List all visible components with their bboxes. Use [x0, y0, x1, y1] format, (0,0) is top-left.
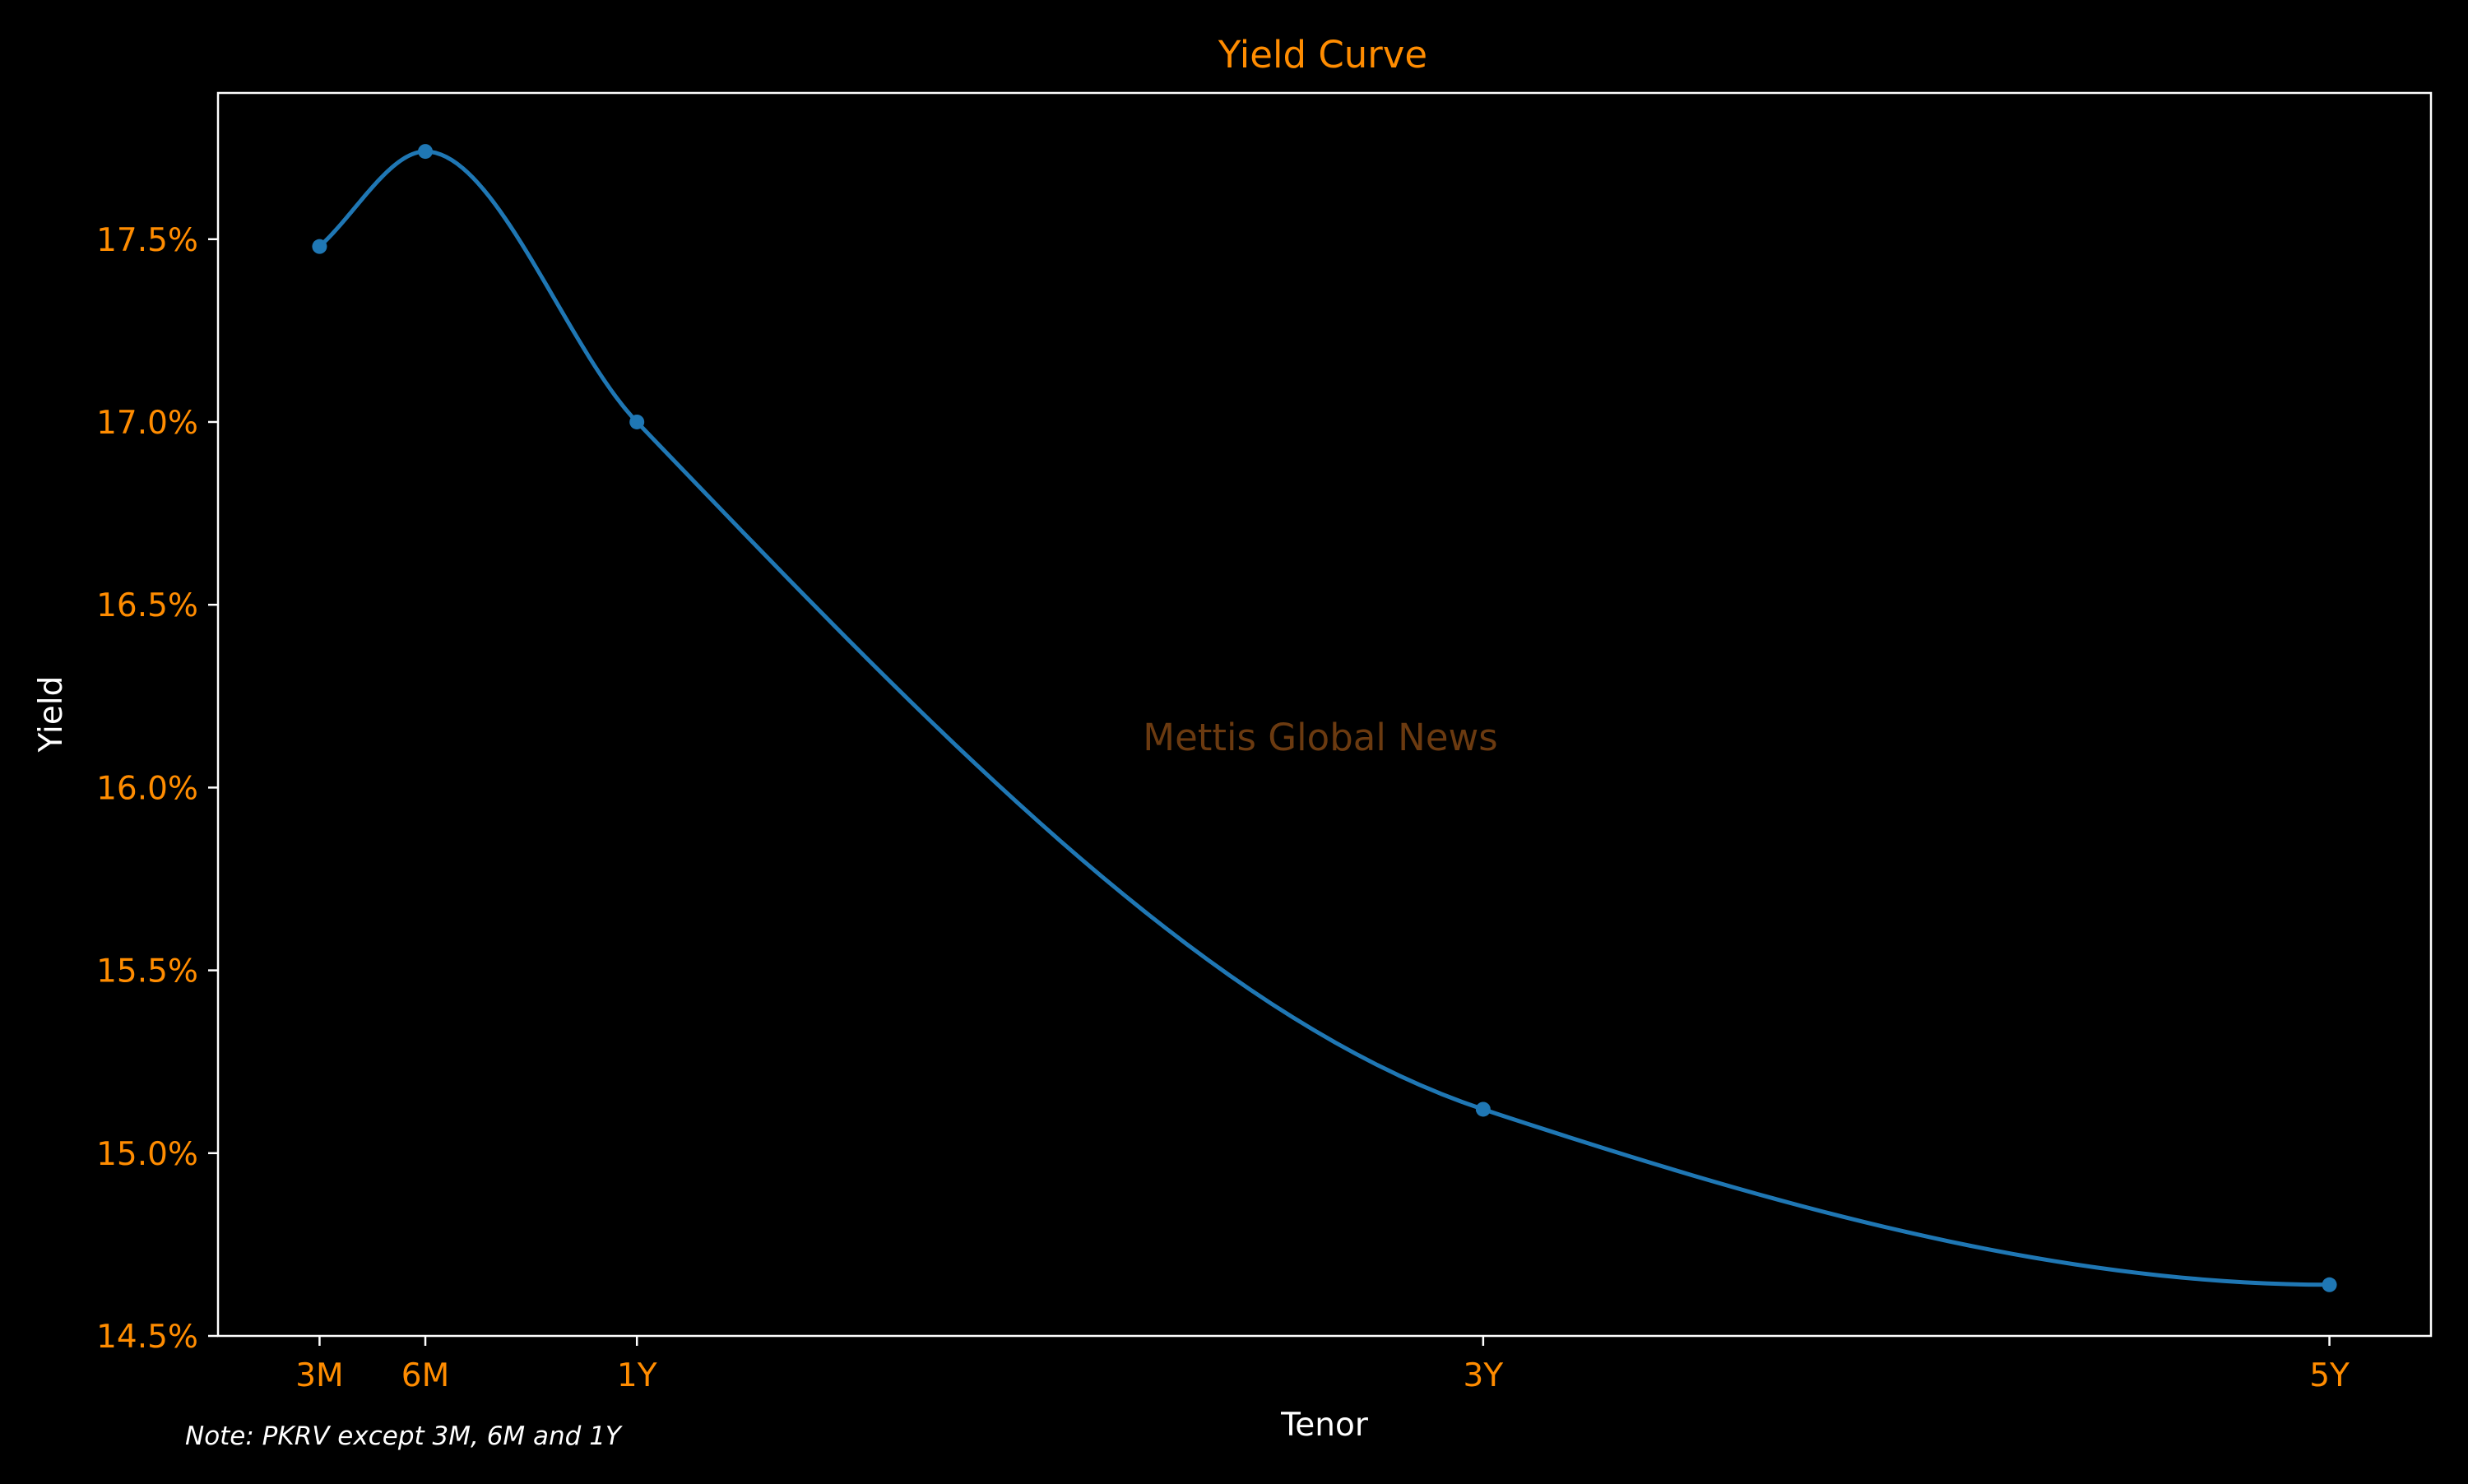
- y-tick-label: 17.0%: [96, 405, 198, 442]
- x-tick-label: 6M: [401, 1357, 449, 1394]
- plot-area-frame: [216, 91, 2433, 1338]
- y-tick-label: 16.5%: [96, 587, 198, 624]
- data-point-6m: [418, 144, 434, 160]
- y-axis-ticks: 14.5% 15.0% 15.5% 16.0% 16.5% 17.0% 17.5%: [96, 222, 218, 1356]
- footnote: Note: PKRV except 3M, 6M and 1Y: [185, 1421, 623, 1451]
- data-point-1y: [629, 414, 645, 429]
- y-axis-label: Yield: [33, 676, 70, 754]
- x-axis-label: Tenor: [1280, 1407, 1369, 1444]
- y-tick-label: 14.5%: [96, 1319, 198, 1356]
- x-tick-label: 3Y: [1464, 1357, 1504, 1394]
- x-tick-label: 1Y: [617, 1357, 657, 1394]
- data-point-3m: [312, 239, 327, 254]
- data-points: [312, 144, 2337, 1292]
- y-tick-label: 16.0%: [96, 770, 198, 807]
- y-tick-label: 17.5%: [96, 222, 198, 259]
- chart-title: Yield Curve: [1218, 33, 1427, 77]
- x-tick-label: 3M: [295, 1357, 343, 1394]
- x-axis-ticks: 3M 6M 1Y 3Y 5Y: [295, 1336, 2350, 1394]
- data-point-3y: [1475, 1101, 1491, 1117]
- watermark-text: Mettis Global News: [1143, 716, 1498, 759]
- data-point-5y: [2322, 1277, 2337, 1292]
- x-tick-label: 5Y: [2309, 1357, 2350, 1394]
- y-tick-label: 15.5%: [96, 953, 198, 990]
- y-tick-label: 15.0%: [96, 1136, 198, 1173]
